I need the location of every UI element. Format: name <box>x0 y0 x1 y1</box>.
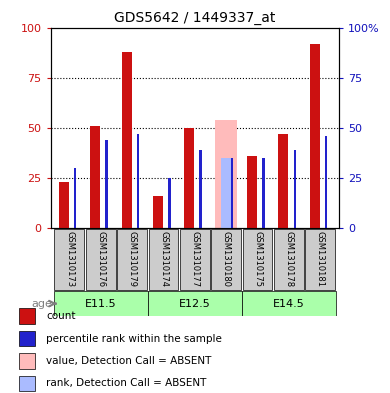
Text: GSM1310177: GSM1310177 <box>190 231 200 287</box>
Bar <box>247 156 257 228</box>
FancyBboxPatch shape <box>149 229 178 290</box>
Bar <box>153 196 163 228</box>
Bar <box>325 136 327 228</box>
Text: GSM1310180: GSM1310180 <box>222 231 231 287</box>
Text: GSM1310181: GSM1310181 <box>316 231 325 287</box>
Text: GSM1310173: GSM1310173 <box>65 231 74 287</box>
Text: E14.5: E14.5 <box>273 299 305 309</box>
Bar <box>19 376 35 391</box>
Bar <box>184 128 194 228</box>
FancyBboxPatch shape <box>305 229 335 290</box>
FancyBboxPatch shape <box>274 229 304 290</box>
Bar <box>168 178 170 228</box>
FancyBboxPatch shape <box>55 229 84 290</box>
FancyBboxPatch shape <box>211 229 241 290</box>
Bar <box>294 150 296 228</box>
FancyBboxPatch shape <box>243 229 273 290</box>
Bar <box>262 158 265 228</box>
Text: GSM1310178: GSM1310178 <box>285 231 294 287</box>
Text: value, Detection Call = ABSENT: value, Detection Call = ABSENT <box>46 356 211 366</box>
FancyBboxPatch shape <box>148 291 242 316</box>
FancyBboxPatch shape <box>86 229 115 290</box>
FancyBboxPatch shape <box>242 291 336 316</box>
Text: GSM1310179: GSM1310179 <box>128 231 137 287</box>
Bar <box>221 158 232 228</box>
Bar <box>19 308 35 324</box>
Text: GSM1310174: GSM1310174 <box>159 231 168 287</box>
Bar <box>136 134 139 228</box>
Bar <box>19 331 35 346</box>
Bar <box>215 120 238 228</box>
Bar <box>90 126 100 228</box>
Bar <box>122 51 132 228</box>
FancyBboxPatch shape <box>54 291 148 316</box>
Text: count: count <box>46 311 76 321</box>
Bar <box>59 182 69 228</box>
Bar <box>74 168 76 228</box>
Bar <box>19 353 35 369</box>
Text: GSM1310175: GSM1310175 <box>253 231 262 287</box>
FancyBboxPatch shape <box>180 229 210 290</box>
Bar <box>231 158 233 228</box>
Title: GDS5642 / 1449337_at: GDS5642 / 1449337_at <box>114 11 276 25</box>
Text: rank, Detection Call = ABSENT: rank, Detection Call = ABSENT <box>46 378 206 389</box>
Bar <box>278 134 289 228</box>
Text: GSM1310176: GSM1310176 <box>96 231 105 287</box>
Bar <box>310 44 320 228</box>
Bar <box>199 150 202 228</box>
Bar <box>105 140 108 228</box>
Text: percentile rank within the sample: percentile rank within the sample <box>46 334 222 343</box>
Text: E11.5: E11.5 <box>85 299 117 309</box>
Text: age: age <box>31 299 52 309</box>
FancyBboxPatch shape <box>117 229 147 290</box>
Text: E12.5: E12.5 <box>179 299 211 309</box>
